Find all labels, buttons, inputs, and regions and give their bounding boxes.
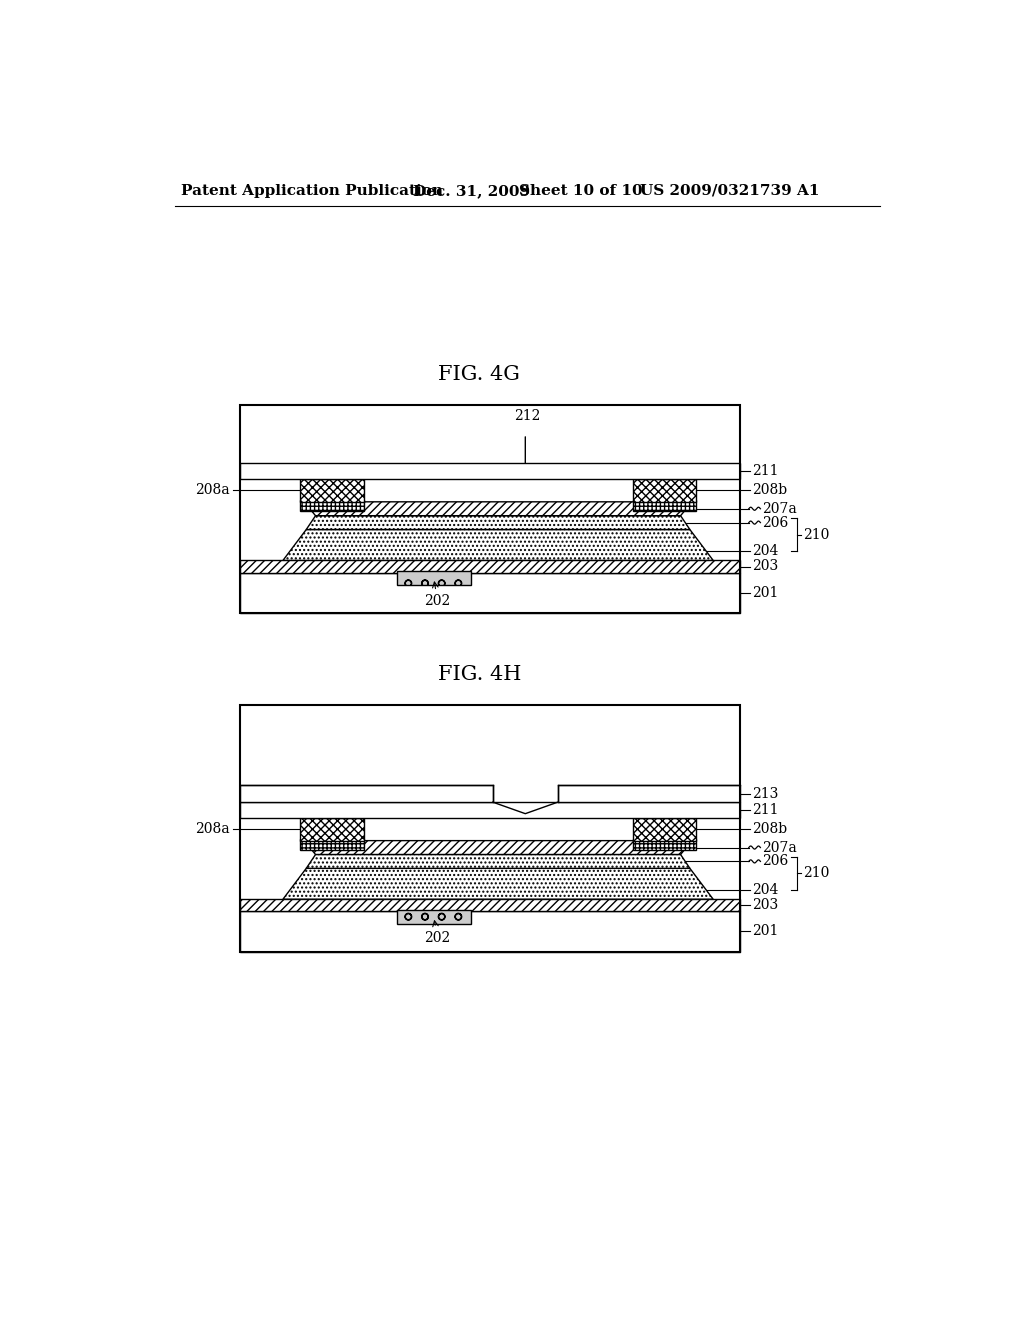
Text: 202: 202 <box>425 582 451 609</box>
Bar <box>241 899 740 911</box>
Text: 203: 203 <box>752 560 778 573</box>
Text: 207a: 207a <box>762 841 797 854</box>
Text: 210: 210 <box>803 866 829 880</box>
Text: 212: 212 <box>514 409 541 424</box>
Polygon shape <box>304 502 692 516</box>
Text: FIG. 4H: FIG. 4H <box>438 665 521 684</box>
Bar <box>633 479 696 502</box>
Bar <box>300 817 364 841</box>
Text: 208b: 208b <box>752 483 787 498</box>
Text: 201: 201 <box>752 586 778 599</box>
Text: US 2009/0321739 A1: US 2009/0321739 A1 <box>640 183 819 198</box>
Text: 208b: 208b <box>752 822 787 836</box>
Bar <box>241 803 740 817</box>
Bar <box>558 785 740 803</box>
Text: 211: 211 <box>752 465 778 478</box>
Bar <box>300 840 364 850</box>
Bar <box>397 572 471 585</box>
Bar <box>633 500 696 511</box>
Text: 204: 204 <box>752 544 778 558</box>
Text: 204: 204 <box>752 883 778 896</box>
Text: FIG. 4G: FIG. 4G <box>438 364 520 384</box>
Bar <box>300 479 364 502</box>
Bar <box>241 911 740 952</box>
Text: 211: 211 <box>752 803 778 817</box>
Text: 208a: 208a <box>196 822 230 836</box>
Bar <box>397 909 471 924</box>
Polygon shape <box>283 529 713 561</box>
Bar <box>633 817 696 841</box>
Polygon shape <box>306 516 690 529</box>
Bar <box>241 405 740 612</box>
Text: 203: 203 <box>752 899 778 912</box>
Text: Sheet 10 of 10: Sheet 10 of 10 <box>519 183 643 198</box>
Text: 210: 210 <box>803 528 829 541</box>
Text: 202: 202 <box>425 921 451 945</box>
Text: Patent Application Publication: Patent Application Publication <box>180 183 442 198</box>
Bar <box>241 705 740 952</box>
Text: 213: 213 <box>752 787 778 801</box>
Text: 208a: 208a <box>196 483 230 498</box>
Bar <box>241 463 740 479</box>
Bar <box>241 785 493 803</box>
Text: 201: 201 <box>752 924 778 939</box>
Bar <box>241 573 740 612</box>
Polygon shape <box>306 854 690 869</box>
Text: 206: 206 <box>762 854 788 869</box>
Polygon shape <box>283 869 713 899</box>
Text: 206: 206 <box>762 516 788 529</box>
Text: Dec. 31, 2009: Dec. 31, 2009 <box>414 183 530 198</box>
Bar <box>633 840 696 850</box>
Bar <box>241 560 740 573</box>
Polygon shape <box>304 841 692 854</box>
Text: 207a: 207a <box>762 502 797 516</box>
Bar <box>300 500 364 511</box>
